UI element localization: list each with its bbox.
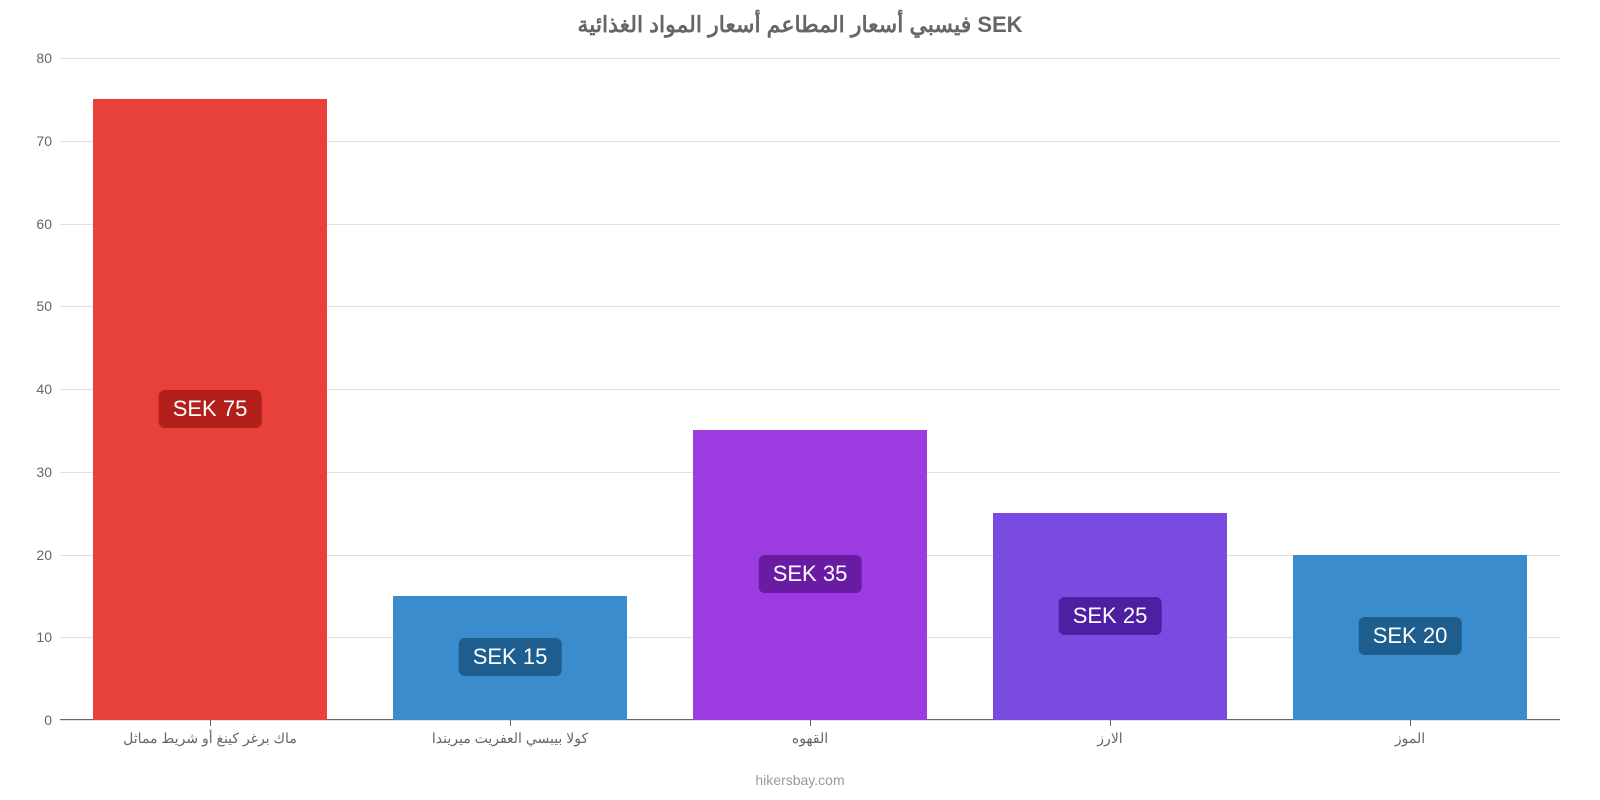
value-badge: SEK 20	[1359, 617, 1462, 655]
x-category-label: الموز	[1395, 720, 1425, 747]
y-tick-label: 30	[36, 464, 60, 480]
x-category-label: القهوه	[792, 720, 828, 747]
y-tick-label: 0	[44, 712, 60, 728]
value-badge: SEK 25	[1059, 597, 1162, 635]
y-tick-label: 60	[36, 216, 60, 232]
x-category-label: ماك برغر كينغ أو شريط مماثل	[123, 720, 297, 747]
x-category-label: الارز	[1097, 720, 1122, 747]
y-tick-label: 70	[36, 133, 60, 149]
footer-caption: hikersbay.com	[0, 772, 1600, 788]
value-badge: SEK 75	[159, 390, 262, 428]
y-tick-label: 50	[36, 298, 60, 314]
y-tick-label: 20	[36, 547, 60, 563]
y-tick-label: 10	[36, 629, 60, 645]
chart-container: فيسبي أسعار المطاعم أسعار المواد الغذائي…	[0, 0, 1600, 800]
value-badge: SEK 15	[459, 638, 562, 676]
value-badge: SEK 35	[759, 555, 862, 593]
y-tick-label: 40	[36, 381, 60, 397]
plot-area: 01020304050607080ماك برغر كينغ أو شريط م…	[60, 58, 1560, 720]
grid-line	[60, 58, 1560, 59]
chart-title: فيسبي أسعار المطاعم أسعار المواد الغذائي…	[0, 12, 1600, 38]
x-category-label: كولا بيبسي العفريت ميريندا	[432, 720, 588, 747]
y-tick-label: 80	[36, 50, 60, 66]
